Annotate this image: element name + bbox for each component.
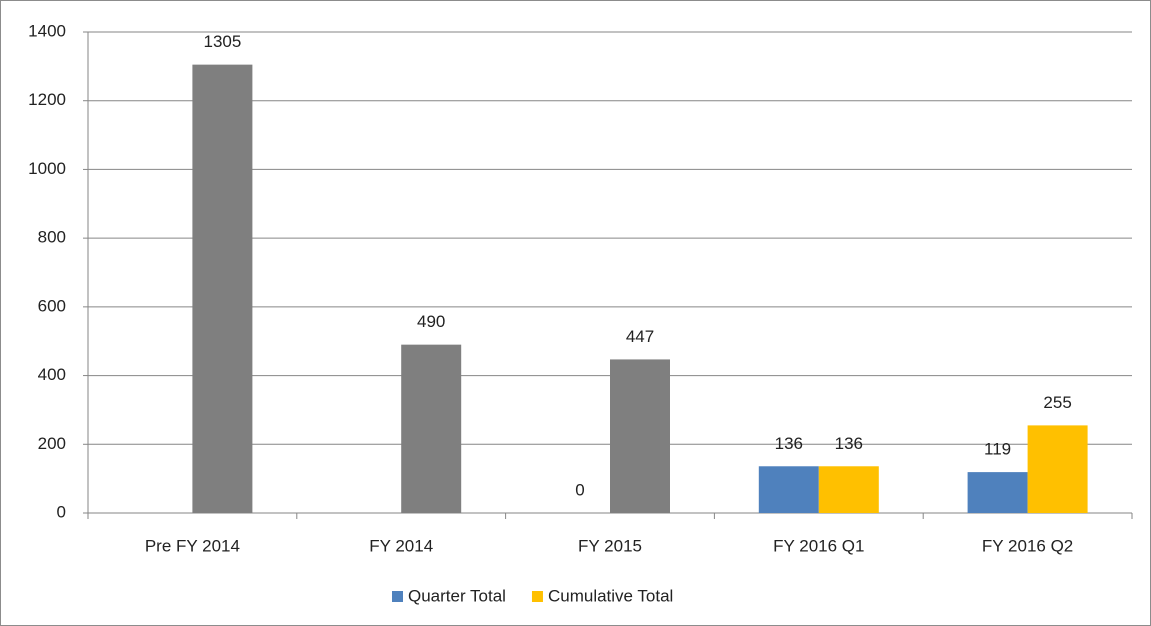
y-tick-label: 1000 (28, 159, 66, 178)
data-label: 1305 (203, 32, 241, 51)
x-tick-label: Pre FY 2014 (145, 536, 240, 555)
x-tick-label: FY 2015 (578, 536, 642, 555)
data-label: 255 (1043, 393, 1071, 412)
legend-label: Quarter Total (408, 586, 506, 605)
y-tick-label: 1400 (28, 21, 66, 40)
legend-label: Cumulative Total (548, 586, 673, 605)
data-label: 447 (626, 327, 654, 346)
data-label: 490 (417, 312, 445, 331)
y-tick-label: 1200 (28, 90, 66, 109)
legend-swatch (531, 591, 543, 602)
y-tick-label: 200 (38, 434, 66, 453)
data-label: 136 (835, 434, 863, 453)
data-label: 136 (775, 434, 803, 453)
x-tick-label: FY 2016 Q2 (982, 536, 1073, 555)
x-tick-label: FY 2014 (369, 536, 433, 555)
bar (967, 472, 1028, 513)
bar (818, 466, 879, 513)
x-tick-label: FY 2016 Q1 (773, 536, 864, 555)
bar (758, 466, 819, 513)
bar (610, 359, 670, 513)
bar (1027, 425, 1088, 513)
y-tick-label: 400 (38, 365, 66, 384)
legend-swatch (392, 591, 403, 602)
bar (401, 344, 462, 513)
data-label: 119 (984, 440, 1011, 459)
y-tick-label: 600 (38, 296, 66, 315)
bar (192, 64, 253, 513)
data-label: 0 (575, 480, 584, 499)
y-tick-label: 0 (57, 502, 66, 521)
y-tick-label: 800 (38, 228, 66, 247)
